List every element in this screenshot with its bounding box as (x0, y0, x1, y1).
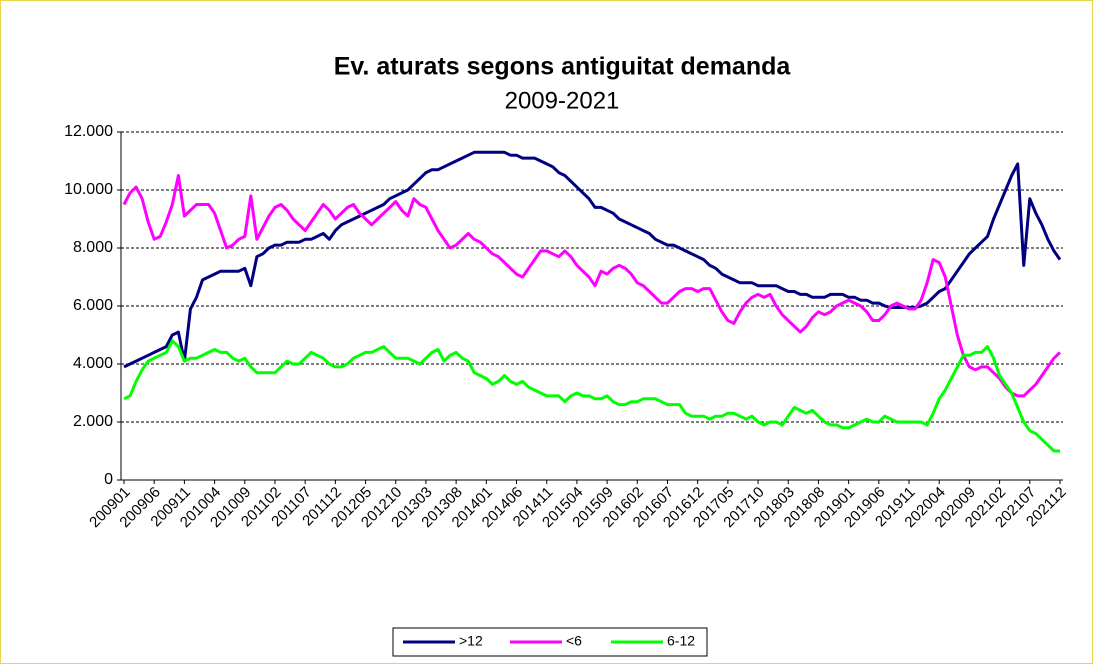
y-tick-label: 8.000 (73, 239, 113, 256)
series-line (123, 339, 1060, 453)
series-line (122, 174, 1062, 398)
y-tick-label: 2.000 (73, 413, 113, 430)
y-tick-label: 6.000 (73, 297, 113, 314)
legend-label: <6 (566, 633, 582, 649)
legend-label: >12 (459, 633, 483, 649)
y-tick-label: 10.000 (64, 181, 113, 198)
chart-subtitle: 2009-2021 (505, 87, 620, 114)
y-tick-label: 12.000 (64, 123, 113, 140)
chart-title: Ev. aturats segons antiguitat demanda (334, 53, 792, 81)
y-tick-label: 4.000 (73, 355, 113, 372)
y-tick-label: 0 (104, 471, 113, 488)
legend-label: 6-12 (667, 633, 695, 649)
